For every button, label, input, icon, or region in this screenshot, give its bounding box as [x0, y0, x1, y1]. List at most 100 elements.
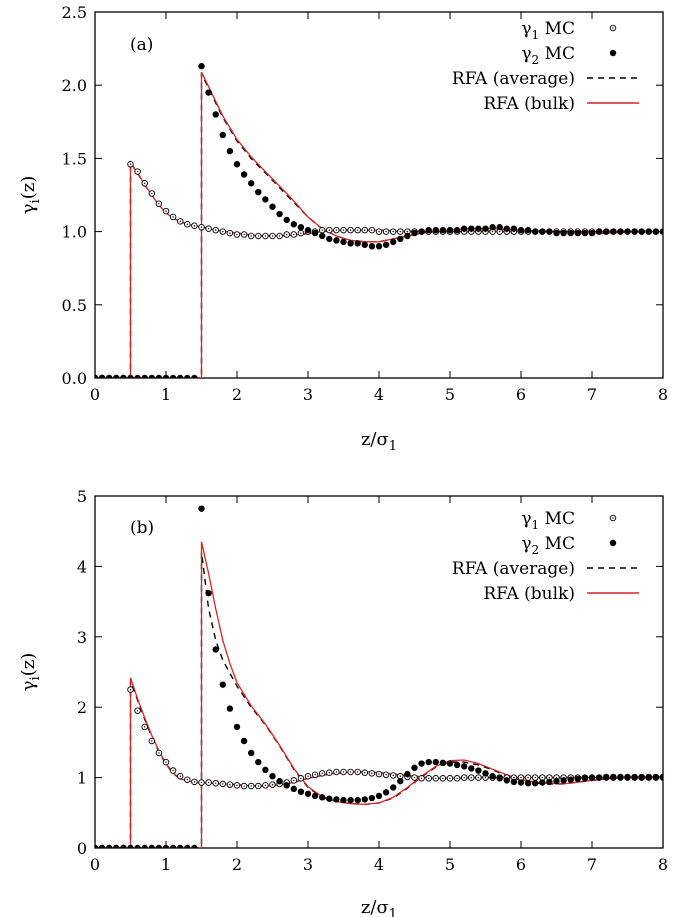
series-1-point-center	[229, 783, 231, 786]
series-1-point-center	[349, 229, 352, 231]
series-2-point	[461, 763, 468, 770]
series-2-point	[354, 240, 361, 247]
series-1-point-center	[129, 163, 132, 165]
series-2-point	[148, 374, 155, 378]
series-2-point	[588, 229, 596, 237]
series-1-point-center	[357, 229, 359, 231]
series-2-point	[361, 796, 368, 803]
series-2-point	[546, 228, 553, 235]
series-1-point-center	[243, 233, 245, 236]
series-1-point-center	[399, 775, 401, 777]
y-axis-label-sub: i	[28, 199, 43, 203]
series-1-point-center	[449, 777, 451, 780]
series-1-point-center	[179, 220, 181, 223]
series-2-point	[425, 758, 432, 766]
series-2-point	[375, 243, 383, 250]
series-2-point	[255, 758, 262, 766]
plot-area	[95, 62, 663, 378]
y-tick-label: 0.5	[62, 296, 87, 315]
series-2-point	[141, 374, 148, 378]
series-2-point	[205, 89, 212, 96]
legend-label-rest: MC	[539, 44, 575, 64]
series-2-point	[617, 228, 624, 235]
series-2-point	[340, 238, 347, 246]
series-2-point	[624, 773, 631, 781]
legend-label-4: RFA (bulk)	[483, 584, 575, 604]
series-2-point	[482, 225, 489, 232]
series-1-point-center	[477, 776, 480, 779]
series-1-point-center	[470, 776, 472, 779]
x-tick-label: 0	[90, 385, 100, 404]
series-2-point	[120, 844, 127, 848]
series-1-point-center	[158, 752, 160, 754]
series-2-point	[439, 226, 447, 234]
series-3-line-1	[95, 160, 663, 378]
series-1-point-center	[328, 771, 330, 774]
series-1-point-center	[286, 233, 288, 236]
series-4-line-1	[95, 160, 663, 378]
x-axis-label-main: z/σ	[361, 429, 389, 450]
series-1-point-center	[456, 777, 458, 780]
series-2-point	[638, 228, 645, 235]
series-2-point	[212, 646, 219, 653]
series-2-point	[496, 224, 503, 231]
x-axis-label: z/σ1	[361, 897, 397, 917]
series-2-point	[233, 161, 241, 168]
series-1-point-center	[300, 232, 302, 234]
series-2-point	[404, 770, 411, 778]
series-3-line-2	[95, 73, 663, 378]
x-tick-label: 0	[90, 855, 100, 874]
legend-label-4: RFA (bulk)	[483, 94, 575, 114]
x-tick-label: 6	[516, 385, 526, 404]
series-1-point-center	[442, 777, 444, 780]
y-axis-label-rest: (z)	[18, 653, 39, 677]
panel-label: (a)	[130, 35, 153, 55]
y-tick-label: 5	[77, 487, 87, 506]
series-2-point	[177, 844, 184, 848]
series-2-point	[191, 844, 198, 848]
series-2-point	[411, 229, 418, 237]
series-2-point	[141, 844, 148, 848]
series-1-point-center	[257, 785, 259, 787]
x-tick-label: 6	[516, 855, 526, 874]
series-2-point	[361, 241, 368, 248]
series-2-point	[98, 374, 106, 378]
series-1-point-center	[527, 776, 529, 779]
series-1-point-center	[406, 230, 409, 233]
series-1-point-center	[491, 230, 494, 233]
series-2-point	[482, 770, 489, 777]
series-1-point-center	[420, 777, 423, 780]
series-2-point	[262, 196, 269, 203]
series-1-point-center	[179, 775, 181, 777]
series-2-point	[169, 844, 177, 848]
series-2-point	[120, 374, 127, 378]
series-1-point-center	[215, 782, 217, 784]
series-1-point-center	[144, 726, 146, 728]
series-2-point	[184, 844, 191, 848]
series-2-point	[581, 229, 589, 237]
series-1-point-center	[215, 229, 217, 231]
series-2-point	[333, 796, 340, 803]
series-2-point	[191, 374, 198, 378]
series-2-point	[276, 777, 283, 785]
series-2-point	[475, 225, 482, 232]
series-2-point	[546, 778, 553, 786]
series-2-point	[212, 111, 219, 118]
series-2-point	[503, 777, 510, 784]
x-tick-label: 7	[587, 855, 597, 874]
series-2-point	[432, 226, 439, 234]
series-1-point-center	[392, 230, 394, 233]
legend-label-main: γ	[521, 509, 531, 529]
series-1-point-center	[250, 235, 252, 237]
x-tick-label: 1	[161, 385, 171, 404]
y-axis-label-rest: (z)	[18, 176, 39, 200]
series-2-point	[532, 228, 539, 235]
series-2-point	[439, 759, 447, 767]
plot-frame	[94, 11, 664, 379]
series-2-point	[645, 773, 652, 781]
legend-label-3: RFA (average)	[452, 559, 575, 579]
series-1-point-center	[541, 776, 543, 779]
series-2-point	[453, 761, 461, 769]
legend-marker-filled-circle	[609, 539, 617, 547]
